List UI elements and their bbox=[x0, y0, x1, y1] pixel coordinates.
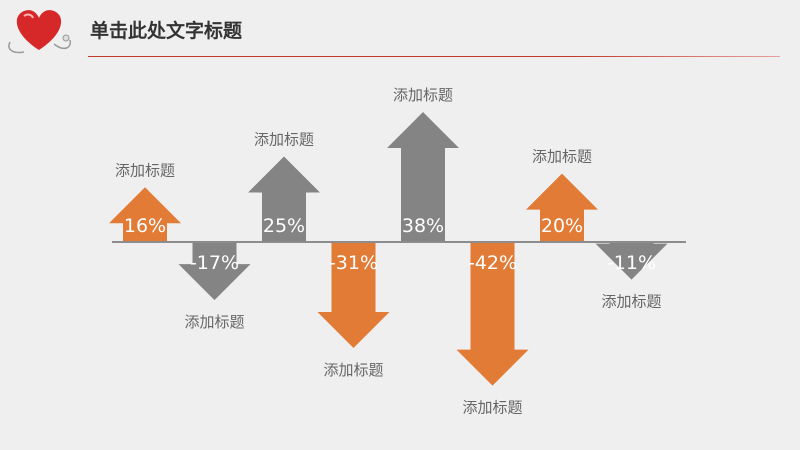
arrow-bar-6 bbox=[456, 242, 529, 386]
category-label-6: 添加标题 bbox=[462, 399, 522, 417]
value-label-7: 20% bbox=[541, 215, 583, 237]
slide-title: 单击此处文字标题 bbox=[90, 20, 243, 42]
category-label-4: 添加标题 bbox=[323, 361, 383, 379]
value-label-8: -11% bbox=[607, 252, 656, 274]
value-label-3: 25% bbox=[263, 215, 305, 237]
category-label-3: 添加标题 bbox=[254, 131, 314, 149]
heart-stethoscope-logo bbox=[8, 10, 72, 54]
arrow-bar-8 bbox=[595, 242, 668, 280]
arrow-bar-4 bbox=[317, 242, 390, 349]
category-label-7: 添加标题 bbox=[532, 148, 592, 166]
slide-header: 单击此处文字标题 bbox=[0, 0, 800, 60]
category-label-2: 添加标题 bbox=[184, 313, 244, 331]
arrow-bar-2 bbox=[178, 242, 251, 301]
title-underline bbox=[88, 56, 780, 57]
arrow-bar-1 bbox=[109, 187, 181, 242]
arrow-bar-5 bbox=[387, 112, 459, 242]
value-label-6: -42% bbox=[468, 252, 517, 274]
value-label-2: -17% bbox=[190, 252, 239, 274]
category-label-1: 添加标题 bbox=[115, 161, 175, 179]
arrow-bar-7 bbox=[526, 173, 598, 242]
category-label-5: 添加标题 bbox=[393, 86, 453, 104]
value-label-4: -31% bbox=[329, 252, 378, 274]
value-label-5: 38% bbox=[402, 215, 444, 237]
category-label-8: 添加标题 bbox=[601, 293, 661, 311]
arrow-bar-3 bbox=[248, 156, 320, 242]
value-label-1: 16% bbox=[124, 215, 166, 237]
